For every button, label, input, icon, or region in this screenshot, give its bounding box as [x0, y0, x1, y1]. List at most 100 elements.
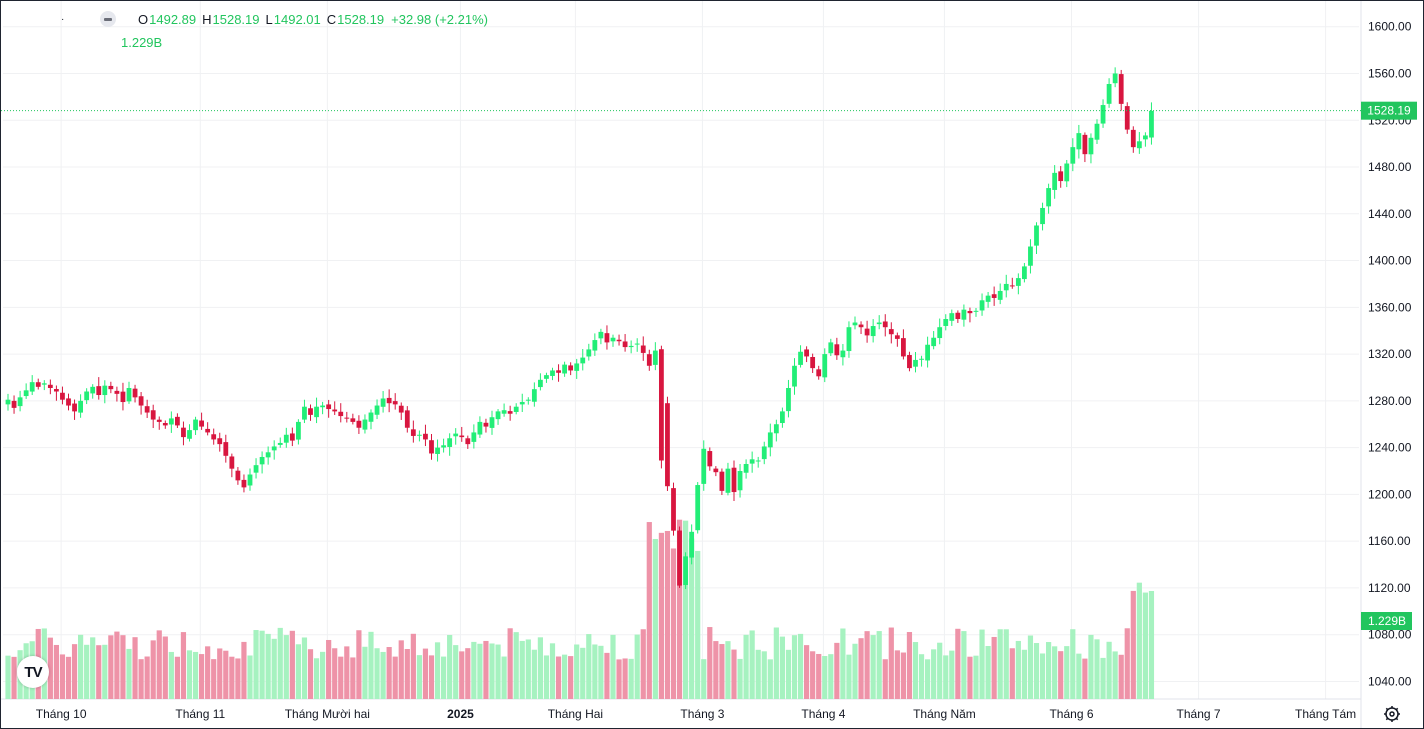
- candle-body: [695, 485, 701, 531]
- volume-bar: [749, 630, 755, 699]
- candle-body: [320, 405, 325, 408]
- volume-bar: [477, 643, 483, 699]
- candle-body: [78, 400, 83, 413]
- candle-body: [755, 460, 761, 462]
- volume-bar: [229, 656, 235, 699]
- volume-bar: [658, 532, 664, 699]
- volume-bar: [398, 640, 404, 699]
- candle-body: [870, 326, 876, 337]
- candle-body: [265, 452, 271, 458]
- volume-bar: [912, 642, 919, 699]
- volume-bar: [241, 641, 247, 699]
- candle-body: [199, 420, 204, 427]
- volume-bar: [1052, 646, 1058, 699]
- volume-bar: [525, 639, 531, 699]
- candle-body: [41, 383, 47, 385]
- volume-bar: [465, 648, 471, 699]
- candle-body: [181, 427, 186, 438]
- volume-bar: [979, 629, 985, 699]
- eye-hide-icon[interactable]: [100, 11, 116, 27]
- candle-body: [386, 397, 392, 404]
- volume-bar: [925, 659, 931, 699]
- candle-body: [592, 340, 598, 351]
- volume-bar: [604, 652, 610, 699]
- volume-bar: [441, 656, 447, 699]
- volume-bar: [1124, 628, 1130, 699]
- y-tick-label: 1080.00: [1368, 628, 1412, 642]
- volume-bar: [1076, 653, 1082, 699]
- high-value: 1528.19: [212, 11, 260, 27]
- x-tick-label: Tháng 3: [680, 707, 724, 721]
- candle-body: [719, 471, 725, 491]
- volume-bar: [973, 655, 979, 699]
- candle-body: [211, 434, 217, 440]
- volume-bar: [235, 658, 241, 699]
- candle-body: [435, 447, 440, 454]
- y-tick-label: 1600.00: [1368, 20, 1412, 34]
- volume-bar: [610, 634, 616, 699]
- volume-bar: [356, 630, 362, 699]
- change-value: +32.98 (+2.21%): [391, 11, 488, 27]
- candle-body: [701, 448, 707, 484]
- candle-body: [991, 294, 997, 298]
- candle-body: [429, 440, 434, 454]
- candle-body: [622, 341, 628, 348]
- volume-bar: [174, 656, 180, 699]
- volume-bar: [773, 627, 779, 699]
- candle-body: [652, 350, 658, 365]
- volume-bar: [816, 653, 822, 699]
- volume-bar: [1142, 592, 1148, 699]
- candle-body: [598, 331, 604, 339]
- volume-bar: [906, 632, 913, 699]
- candle-body: [786, 387, 791, 412]
- volume-bar: [495, 644, 501, 699]
- volume-bar: [78, 634, 84, 699]
- candle-body: [126, 387, 132, 402]
- candle-body: [441, 445, 446, 448]
- volume-bar: [725, 641, 731, 699]
- gear-icon[interactable]: [1382, 704, 1402, 724]
- volume-bar: [997, 629, 1003, 699]
- volume-bar: [447, 634, 453, 699]
- x-tick-label: Tháng 7: [1177, 707, 1221, 721]
- volume-bar: [961, 631, 967, 699]
- candle-body: [767, 432, 773, 448]
- volume-bar: [453, 645, 459, 699]
- candle-body: [314, 406, 319, 418]
- volume-bar: [186, 650, 193, 699]
- candle-body: [659, 349, 664, 461]
- candle-body: [187, 430, 192, 439]
- volume-bar: [1130, 590, 1136, 699]
- volume-bar: [810, 651, 816, 699]
- volume-bar: [1148, 590, 1155, 699]
- tradingview-logo-icon[interactable]: TV: [17, 656, 49, 688]
- candle-body: [277, 442, 283, 445]
- x-tick-label: 2025: [447, 707, 474, 721]
- x-tick-label: Tháng 4: [801, 707, 845, 721]
- volume-bar: [537, 637, 543, 699]
- volume-bar: [1039, 653, 1046, 699]
- volume-bar: [289, 630, 295, 699]
- candle-body: [308, 408, 313, 415]
- volume-bar: [259, 630, 265, 699]
- volume-bar: [931, 649, 937, 699]
- volume-bar: [332, 648, 338, 699]
- y-tick-label: 1040.00: [1368, 674, 1412, 688]
- volume-bar: [695, 550, 701, 699]
- volume-bar: [84, 644, 90, 699]
- candle-body: [162, 423, 168, 426]
- candle-body: [1076, 133, 1082, 150]
- volume-bar: [301, 637, 308, 699]
- volume-bar: [59, 654, 66, 699]
- candle-body: [580, 357, 586, 364]
- candle-body: [223, 442, 229, 456]
- candle-body: [1112, 73, 1118, 84]
- candle-body: [1034, 225, 1039, 246]
- candle-body: [683, 556, 688, 586]
- volume-bar: [967, 656, 973, 699]
- candle-body: [1064, 163, 1070, 182]
- volume-bar: [701, 659, 707, 699]
- volume-bar: [211, 659, 217, 699]
- candle-body: [392, 401, 398, 405]
